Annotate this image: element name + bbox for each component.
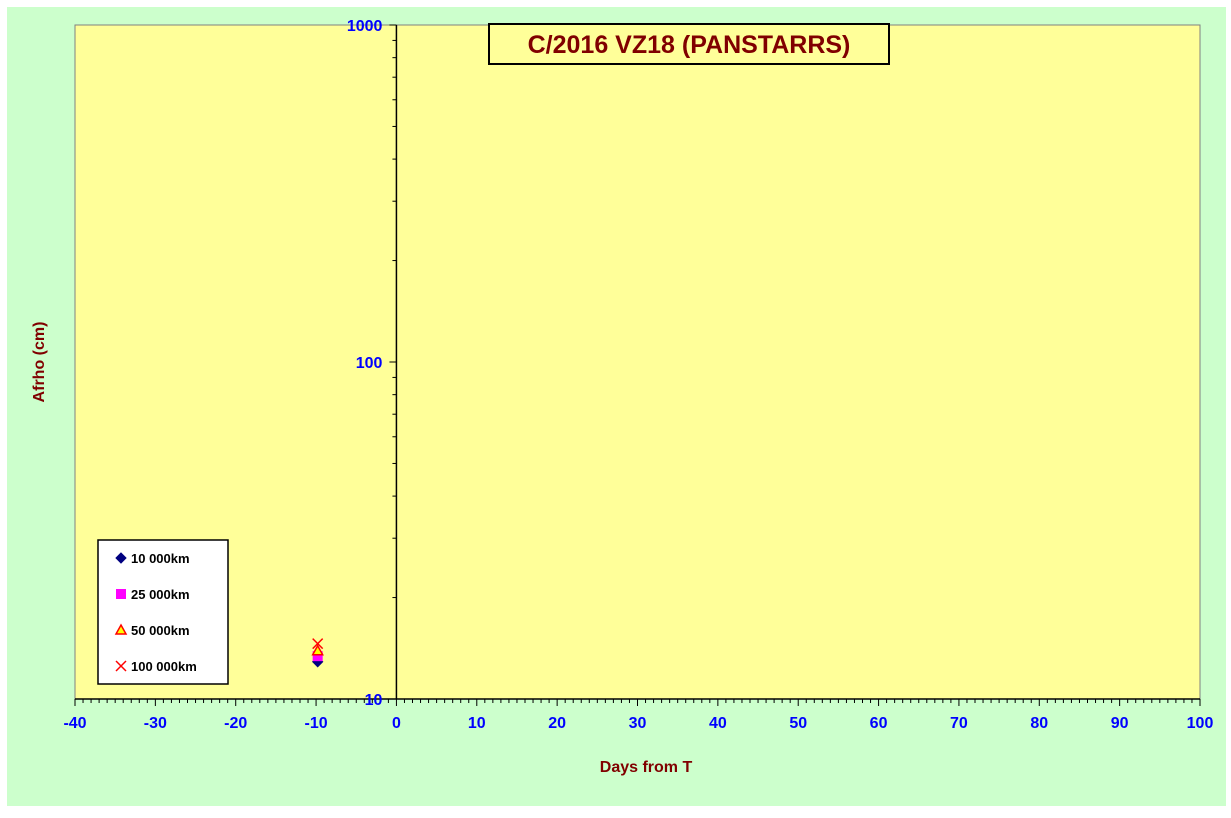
data-point bbox=[312, 638, 324, 650]
legend: 10 000km 25 000km 50 000km 100 000km bbox=[97, 539, 229, 685]
x-tick-label: 100 bbox=[1187, 715, 1214, 732]
legend-label: 50 000km bbox=[131, 623, 190, 638]
legend-label: 100 000km bbox=[131, 659, 197, 674]
x-tick-label: 70 bbox=[950, 715, 968, 732]
x-marker-stroke bbox=[115, 660, 127, 672]
y-tick-labels: 10 100 1000 bbox=[347, 18, 383, 709]
legend-marker bbox=[115, 660, 127, 672]
legend-entry: 10 000km bbox=[115, 551, 190, 566]
legend-marker bbox=[115, 552, 127, 564]
data-points bbox=[311, 638, 324, 668]
x-tick-label: -20 bbox=[224, 715, 247, 732]
x-axis-title: Days from T bbox=[600, 759, 693, 776]
y-tick-label: 10 bbox=[365, 692, 383, 709]
x-marker-stroke bbox=[312, 638, 324, 650]
x-tick-label: 40 bbox=[709, 715, 727, 732]
y-tick-label: 100 bbox=[356, 355, 383, 372]
x-tick-label: 90 bbox=[1111, 715, 1129, 732]
data-point bbox=[312, 651, 323, 662]
y-axis-title: Afrho (cm) bbox=[31, 322, 48, 403]
y-tick-label: 1000 bbox=[347, 18, 383, 35]
chart-title: C/2016 VZ18 (PANSTARRS) bbox=[528, 31, 851, 59]
legend-marker bbox=[114, 623, 128, 635]
plot-area bbox=[74, 24, 1201, 700]
legend-entry: 25 000km bbox=[116, 587, 190, 602]
chart-title-box: C/2016 VZ18 (PANSTARRS) bbox=[488, 23, 890, 65]
x-tick-label: -40 bbox=[63, 715, 86, 732]
data-point bbox=[311, 644, 324, 656]
legend-label: 10 000km bbox=[131, 551, 190, 566]
x-tick-label: -30 bbox=[144, 715, 167, 732]
legend-box bbox=[97, 539, 229, 685]
x-tick-labels: -40 -30 -20 -10 0 10 20 30 40 50 60 70 80 90 100 bbox=[63, 715, 1213, 732]
legend-entry: 50 000km bbox=[114, 623, 190, 638]
x-tick-label: -10 bbox=[305, 715, 328, 732]
x-tick-label: 30 bbox=[629, 715, 647, 732]
legend-label: 25 000km bbox=[131, 587, 190, 602]
x-tick-label: 80 bbox=[1030, 715, 1048, 732]
legend-entry: 100 000km bbox=[115, 659, 197, 674]
x-tick-label: 50 bbox=[789, 715, 807, 732]
x-tick-label: 0 bbox=[392, 715, 401, 732]
x-tick-label: 60 bbox=[870, 715, 888, 732]
legend-marker bbox=[116, 589, 126, 599]
x-tick-label: 10 bbox=[468, 715, 486, 732]
x-tick-label: 20 bbox=[548, 715, 566, 732]
